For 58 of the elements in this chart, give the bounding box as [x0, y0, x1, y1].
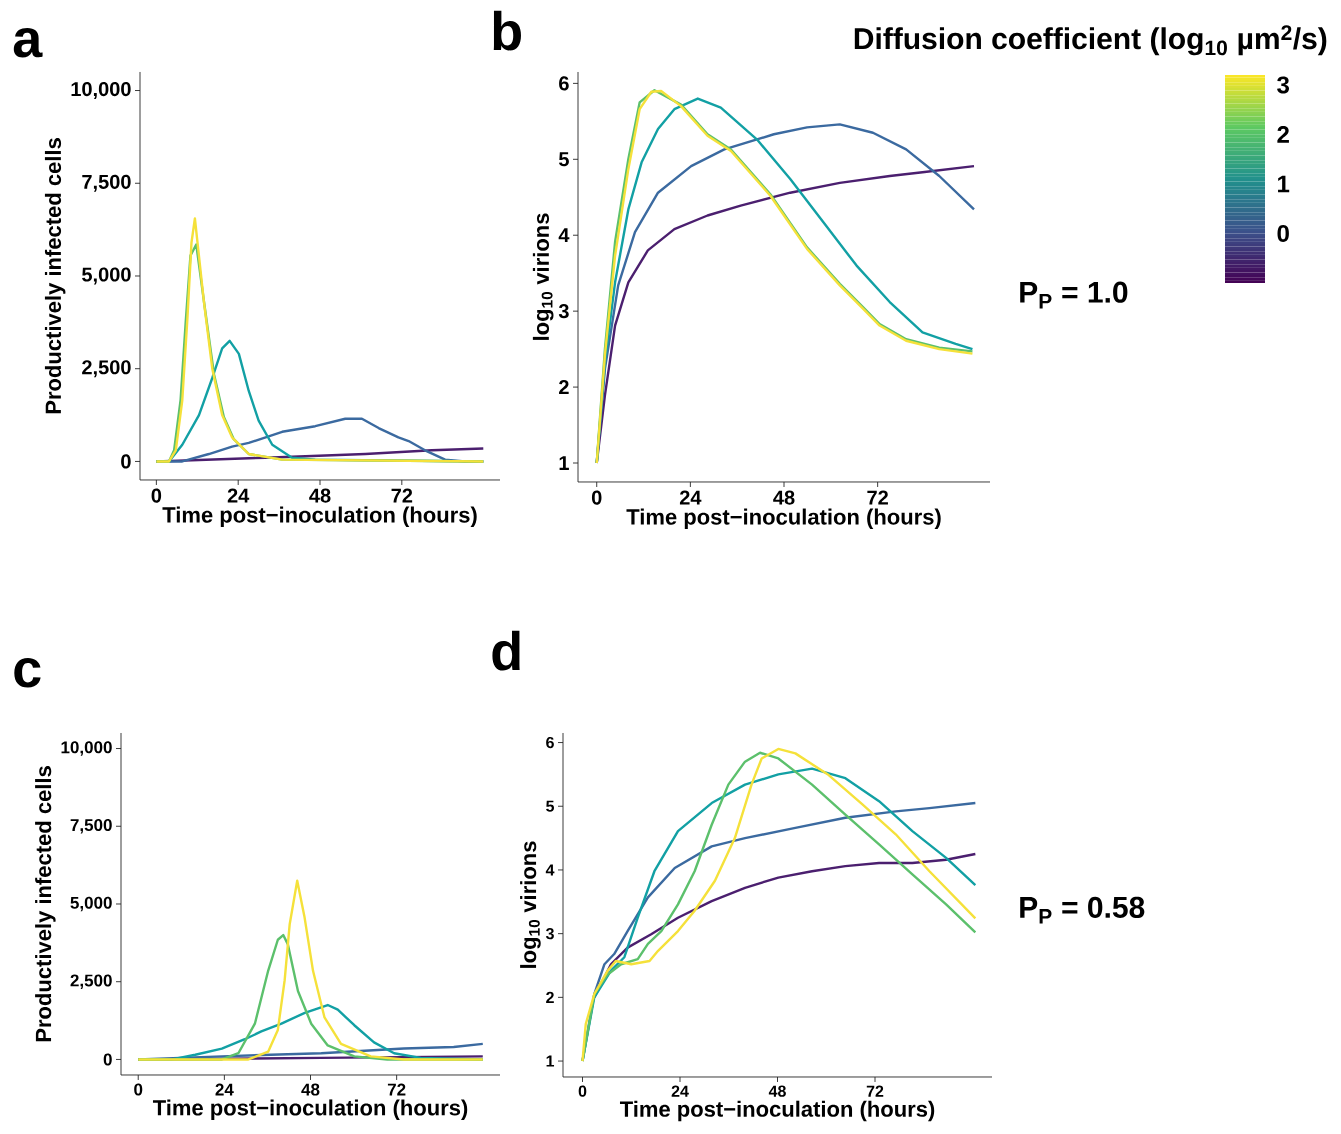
y-tick-label: 5	[546, 800, 555, 812]
y-tick-label: 2,500	[82, 360, 131, 378]
x-tick-label: 48	[301, 1083, 320, 1096]
x-tick-label: 72	[867, 490, 888, 505]
x-tick-label: 72	[391, 488, 413, 503]
y-axis-title: log$_{10}$ virions	[532, 213, 554, 340]
y-tick-label: 4	[545, 864, 555, 876]
y-tick-label: 6	[546, 736, 554, 749]
y-tick-label: 3	[558, 304, 569, 319]
x-tick-label: 24	[227, 488, 250, 503]
y-tick-label: 5,000	[70, 896, 112, 912]
x-tick-label: 72	[387, 1083, 406, 1096]
y-tick-label: 10,000	[61, 741, 112, 756]
y-tick-label: 5,000	[82, 267, 131, 285]
y-axis-title: Productively infected cells	[35, 766, 56, 1042]
y-axis-title: log$_{10}$ virions	[520, 841, 541, 968]
chart-title: d	[492, 630, 520, 671]
text: P$_{P}$ = 0.58	[1020, 896, 1145, 924]
x-tick-label: 0	[591, 490, 602, 505]
y-tick-label: 1	[559, 456, 569, 470]
chart-title: b	[493, 10, 521, 51]
y-tick-label: 4	[558, 228, 570, 243]
x-tick-label: 24	[215, 1083, 234, 1096]
x-tick-label: 0	[151, 488, 162, 503]
y-tick-label: 7,500	[82, 174, 131, 192]
x-tick-label: 48	[773, 490, 795, 505]
y-tick-label: 6	[559, 76, 569, 91]
y-axis-title: Productively infected cells	[44, 138, 66, 414]
y-tick-label: 7,500	[70, 819, 112, 834]
chart-title: a	[13, 27, 43, 58]
chart-title: c	[14, 657, 41, 688]
x-axis-title: Time post−inoculation (hours)	[619, 1100, 935, 1122]
x-tick-label: 48	[768, 1085, 786, 1097]
y-tick-label: 3	[545, 927, 554, 940]
x-tick-label: 0	[134, 1083, 143, 1096]
x-tick-label: 24	[671, 1085, 689, 1097]
color-bar-label: 0	[1277, 224, 1289, 242]
text: P$_{P}$ = 1.0	[1020, 281, 1128, 309]
x-axis-title: Time post−inoculation (hours)	[626, 508, 941, 530]
y-tick-label: 5	[558, 152, 569, 167]
color-bar-label: 1	[1278, 175, 1290, 193]
y-tick-label: 1	[546, 1055, 555, 1067]
x-tick-label: 0	[578, 1085, 587, 1097]
y-tick-label: 0	[121, 454, 131, 469]
x-tick-label: 48	[309, 488, 331, 503]
y-tick-label: 2,500	[70, 974, 112, 989]
y-tick-label: 2	[559, 380, 569, 395]
color-bar-label: 2	[1277, 126, 1289, 143]
x-axis-title: Time post−inoculation (hours)	[152, 1099, 468, 1120]
x-tick-label: 72	[866, 1085, 884, 1097]
color-bar-title: Diffusion coefficient (log$_{10}$ µm$^{2}$/s)	[854, 25, 1327, 56]
y-tick-label: 10,000	[71, 82, 131, 100]
x-axis-title: Time post−inoculation (hours)	[162, 506, 477, 528]
color-bar-label: 3	[1277, 76, 1290, 94]
y-tick-label: 0	[103, 1053, 112, 1066]
y-tick-label: 2	[546, 991, 554, 1003]
line-series	[137, 879, 484, 1061]
x-tick-label: 24	[679, 490, 702, 505]
